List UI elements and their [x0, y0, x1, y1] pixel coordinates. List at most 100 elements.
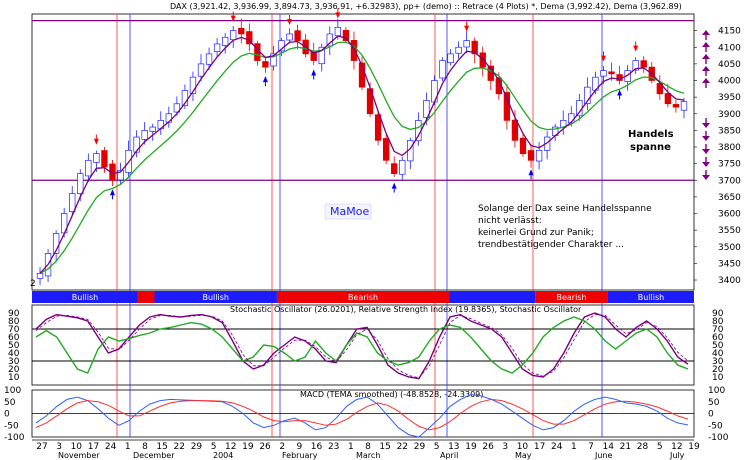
x-day-label: 28 [637, 442, 649, 452]
buy-arrow-marker [391, 182, 397, 189]
x-month-label: July [669, 451, 685, 460]
candle-body [511, 119, 519, 141]
watermark-box [324, 203, 372, 220]
x-day-label: 17 [534, 442, 545, 452]
candle-body [632, 60, 639, 71]
x-day-label: 29 [414, 442, 426, 452]
macd-panel-title: MACD (TEMA smoothed) (-48.8528, -24.3309… [300, 390, 483, 399]
side-down-arrow [702, 123, 710, 128]
x-day-label: 19 [242, 442, 254, 452]
candle-body [205, 53, 213, 65]
x-day-label: 27 [36, 442, 47, 452]
x-day-label: 22 [397, 442, 408, 452]
candle-body [173, 103, 181, 113]
macd-left-tick-label: 0 [4, 410, 10, 420]
candle-body [576, 100, 583, 117]
price-panel [32, 8, 710, 286]
macd-left-tick-label: 100 [4, 386, 21, 396]
price-tick-label: 4150 [718, 27, 741, 37]
price-tick-label: 3800 [718, 143, 741, 153]
price-tick-label: 3500 [718, 243, 741, 253]
stoch-left-tick-label: 80 [8, 317, 20, 327]
candle-body [463, 40, 470, 48]
candle-body [527, 150, 535, 161]
price-tick-label: 4100 [718, 43, 741, 53]
side-up-arrow [702, 42, 710, 47]
trend-band-label: Bullish [72, 293, 98, 302]
buy-arrow-marker [528, 169, 534, 176]
sell-arrow-marker [287, 18, 293, 25]
x-day-label: 1 [571, 442, 577, 452]
watermark-text: MaMoe [330, 205, 369, 218]
buy-arrow-marker [311, 69, 317, 76]
candle-body [230, 30, 237, 41]
price-tick-label: 4050 [718, 60, 741, 70]
candle-body [543, 136, 551, 151]
buy-arrow-marker [262, 76, 268, 83]
x-month-label: May [515, 451, 532, 460]
rsi-line [35, 316, 689, 374]
macd-tick-label: 100 [708, 386, 725, 396]
x-month-label: November [58, 451, 100, 460]
trend-band-segment [137, 291, 155, 303]
x-day-label: 8 [365, 442, 371, 452]
candle-body [664, 93, 672, 105]
sell-arrow-marker [464, 25, 470, 32]
macd-panel: MACD (TEMA smoothed) (-48.8528, -24.3309… [32, 390, 694, 438]
macd-tick-label: 50 [708, 398, 720, 408]
candle-body [342, 30, 350, 41]
dema-fast-line [39, 35, 685, 274]
x-day-label: 19 [688, 442, 700, 452]
candle-body [69, 193, 76, 212]
x-day-label: 3 [502, 442, 508, 452]
x-day-label: 16 [311, 442, 323, 452]
candle-body [640, 60, 647, 68]
candle-body [117, 169, 124, 181]
note-line-2: nicht verlässt: [478, 216, 542, 226]
candle-body [278, 40, 285, 52]
price-tick-label: 3700 [718, 176, 741, 186]
stoch-left-tick-label: 30 [8, 357, 20, 367]
candle-body [672, 104, 680, 108]
candle-body [262, 61, 269, 68]
side-up-arrow [702, 78, 710, 83]
side-down-arrow [702, 149, 710, 154]
price-tick-label: 4000 [718, 77, 741, 87]
trend-band-segment [32, 291, 138, 303]
candle-body [350, 40, 358, 61]
x-month-label: 2004 [213, 451, 233, 460]
stoch-left-tick-label: 40 [8, 349, 20, 359]
stoch-tick-label: 40 [712, 349, 724, 359]
x-day-label: 22 [174, 442, 185, 452]
x-day-label: 10 [71, 442, 83, 452]
x-day-label: 1 [125, 442, 131, 452]
price-tick-label: 3850 [718, 126, 741, 136]
stoch-left-tick-label: 90 [8, 309, 20, 319]
range-label-line1: Handels [628, 129, 674, 140]
x-day-label: 26 [482, 442, 494, 452]
trend-band-segment [535, 291, 608, 303]
range-label-line2: spanne [630, 142, 671, 153]
candle-body [455, 46, 462, 54]
trend-band-label: Bearish [556, 293, 586, 302]
candle-body [213, 43, 221, 53]
stoch-tick-label: 20 [712, 365, 724, 375]
stochastic-signal-line [35, 314, 689, 379]
chart-title: DAX (3,921.42, 3,936.99, 3,894.73, 3,936… [170, 2, 682, 11]
x-day-label: 1 [348, 442, 354, 452]
candle-body [584, 86, 591, 104]
x-day-label: 5 [434, 442, 440, 452]
candle-body [382, 138, 390, 161]
macd-tick-label: -50 [708, 421, 723, 431]
x-day-label: 24 [551, 442, 563, 452]
macd-tick-label: 0 [708, 410, 714, 420]
candle-body [600, 70, 607, 77]
x-day-label: 29 [191, 442, 203, 452]
sell-arrow-marker [93, 138, 99, 145]
x-day-label: 14 [602, 442, 614, 452]
stoch-tick-label: 80 [712, 317, 724, 327]
x-month-label: February [282, 451, 318, 460]
dema-slow-line [39, 41, 685, 274]
stoch-tick-label: 30 [712, 357, 724, 367]
